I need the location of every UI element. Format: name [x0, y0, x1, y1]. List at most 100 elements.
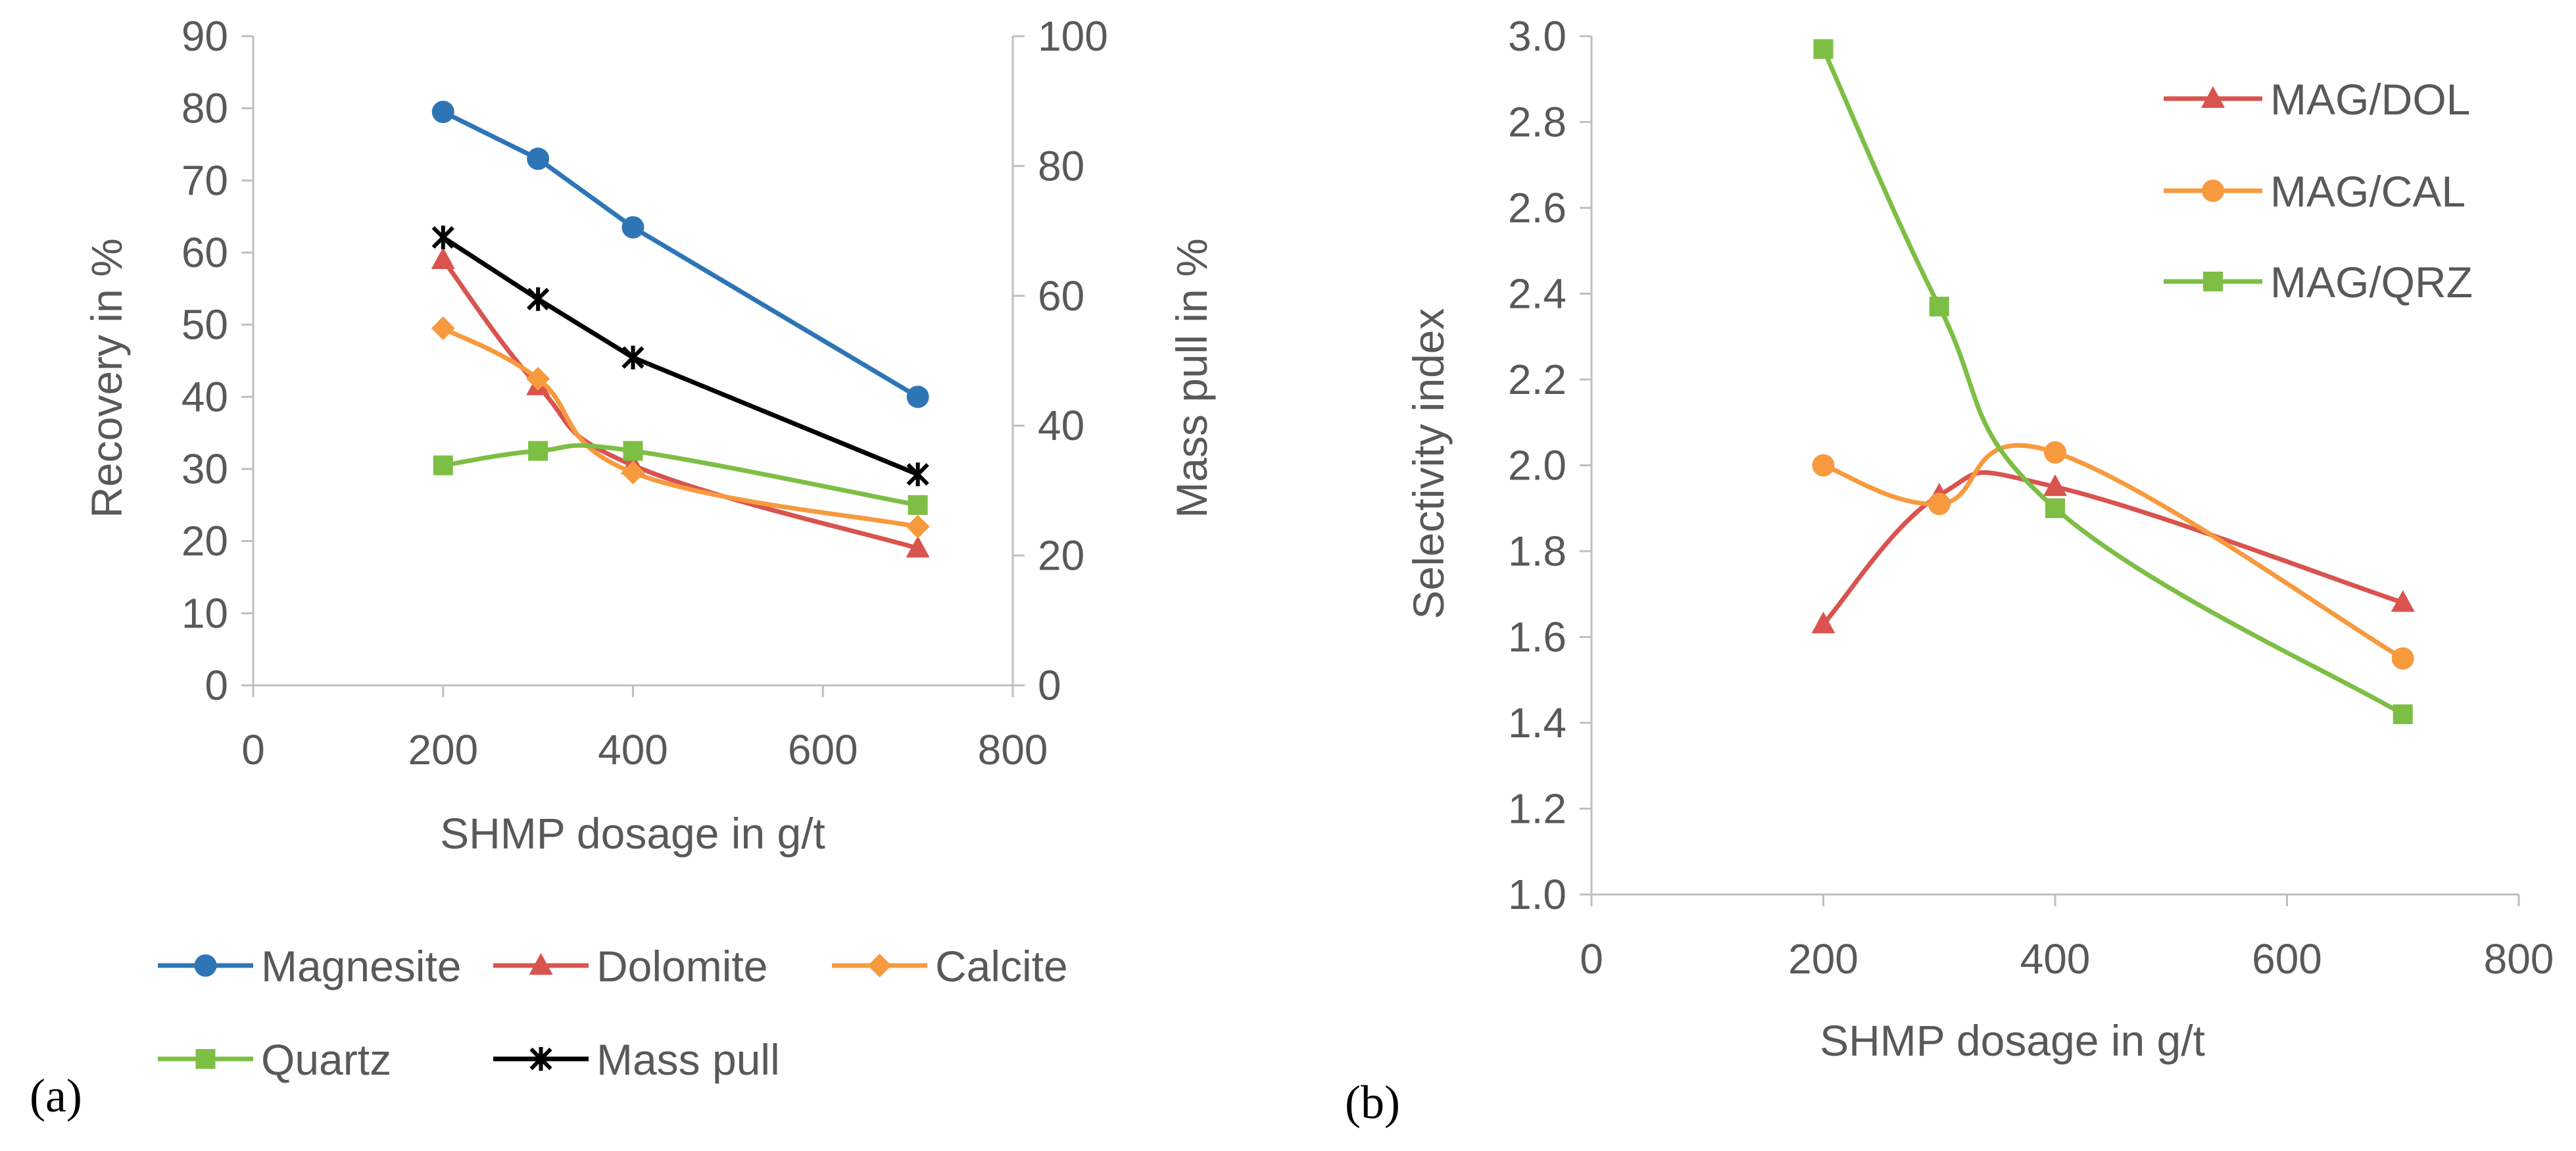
- data-point-mag-dol-700: [2391, 590, 2415, 612]
- y-tick-label-1-8: 1.8: [1508, 527, 1567, 575]
- data-point-quartz-400: [623, 441, 643, 461]
- chart-a-x-axis-label: SHMP dosage in g/t: [440, 809, 825, 858]
- x-tick-label-800: 800: [978, 726, 1048, 773]
- chart-a-axes: [241, 35, 1025, 697]
- data-point-quartz-200: [433, 455, 453, 476]
- data-point-mag-cal-700: [2391, 647, 2414, 670]
- data-point-mag-qrz-700: [2393, 704, 2413, 724]
- y-tick-label-1-4: 1.4: [1508, 699, 1567, 747]
- y-tick-label-1-0: 1.0: [1508, 871, 1567, 918]
- y-tick-label-10: 10: [182, 589, 228, 637]
- x-tick-label-0: 0: [241, 726, 265, 773]
- y-tick-label-20: 20: [182, 518, 228, 565]
- chart-a-y2-axis-label: Mass pull in %: [1167, 238, 1216, 518]
- chart-b-y-axis-label: Selectivity index: [1404, 308, 1453, 619]
- x-tick-label-600: 600: [788, 726, 858, 773]
- y-tick-label-1-6: 1.6: [1508, 614, 1567, 661]
- data-point-mag-cal-200: [1812, 454, 1835, 477]
- panel-a-label: (a): [30, 1069, 82, 1122]
- y-tick-label-30: 30: [182, 445, 228, 493]
- legend-label-calcite: Calcite: [935, 942, 1068, 991]
- data-point-quartz-300: [528, 441, 548, 461]
- data-point-mass-pull-400: [621, 345, 644, 370]
- data-point-mag-dol-200: [1811, 611, 1835, 633]
- y2-tick-label-80: 80: [1038, 142, 1084, 189]
- legend-label-mag-dol: MAG/DOL: [2270, 75, 2470, 124]
- data-point-dolomite-200: [431, 247, 455, 269]
- y-tick-label-3-0: 3.0: [1508, 12, 1567, 60]
- data-point-mass-pull-200: [431, 225, 454, 249]
- legend-swatch-marker-mag-cal: [2202, 180, 2224, 202]
- legend-swatch-marker-mag-qrz: [2203, 272, 2223, 291]
- legend-label-dolomite: Dolomite: [596, 942, 767, 991]
- series-line-mag-cal: [1822, 443, 2404, 661]
- y-tick-label-80: 80: [182, 85, 228, 132]
- data-point-mag-cal-400: [2044, 441, 2066, 464]
- chart-b-legend: MAG/DOL MAG/CAL MAG/QRZ: [2164, 75, 2473, 306]
- data-point-mag-dol-400: [2043, 474, 2067, 497]
- data-point-mag-qrz-200: [1813, 39, 1834, 59]
- y2-tick-label-60: 60: [1038, 272, 1084, 320]
- series-line-quartz: [443, 443, 919, 508]
- legend-swatch-marker-mass-pull: [529, 1047, 552, 1071]
- x-tick-label-400: 400: [598, 726, 668, 773]
- chart-a: 0 200 400 600 800 0 10 20 30 40 50 60 70 80 90 0 20 40 60 8…: [30, 12, 1216, 1122]
- data-point-dolomite-700: [906, 535, 930, 558]
- data-point-magnesite-400: [621, 216, 644, 239]
- y2-tick-label-20: 20: [1038, 532, 1084, 579]
- data-point-calcite-400: [621, 460, 645, 485]
- y-tick-label-2-8: 2.8: [1508, 99, 1567, 146]
- y-tick-label-2-2: 2.2: [1508, 356, 1567, 403]
- legend-swatch-marker-magnesite: [194, 954, 217, 977]
- chart-b-tick-labels: 0 200 400 600 800 1.0 1.2 1.4 1.6 1.8 2.0 2.2 2.4 2.6…: [1508, 12, 2554, 983]
- series-line-dolomite: [441, 258, 919, 551]
- legend-swatch-marker-mag-dol: [2201, 86, 2225, 108]
- series-line-mag-dol: [1821, 470, 2404, 626]
- x-tick-label-400: 400: [2020, 935, 2091, 983]
- chart-b-series: [1811, 39, 2415, 724]
- x-tick-label-200: 200: [1788, 935, 1859, 983]
- y-tick-label-90: 90: [182, 12, 228, 60]
- chart-a-legend: Magnesite Dolomite Calcite Quartz Mass pull: [158, 942, 1068, 1084]
- chart-a-tick-labels: 0 200 400 600 800 0 10 20 30 40 50 60 70 80 90 0 20 40 60 8…: [182, 12, 1108, 773]
- x-tick-label-200: 200: [408, 726, 478, 773]
- chart-a-y-axis-label: Recovery in %: [82, 238, 131, 518]
- x-tick-label-0: 0: [1580, 935, 1603, 983]
- y-tick-label-70: 70: [182, 157, 228, 204]
- data-point-magnesite-700: [906, 385, 929, 408]
- legend-label-mass-pull: Mass pull: [596, 1035, 780, 1084]
- data-point-mass-pull-300: [527, 287, 550, 311]
- data-point-quartz-700: [908, 495, 928, 515]
- data-point-calcite-200: [431, 316, 455, 341]
- series-line-mag-qrz: [1821, 48, 2404, 716]
- y-tick-label-0: 0: [205, 662, 228, 709]
- x-tick-label-600: 600: [2252, 935, 2322, 983]
- y-tick-label-40: 40: [182, 373, 228, 420]
- y2-tick-label-40: 40: [1038, 402, 1084, 449]
- panel-b-label: (b): [1345, 1076, 1400, 1129]
- series-line-calcite: [442, 326, 919, 529]
- legend-label-quartz: Quartz: [261, 1035, 391, 1084]
- legend-label-magnesite: Magnesite: [261, 942, 462, 991]
- y2-tick-label-0: 0: [1038, 662, 1061, 709]
- legend-swatch-marker-calcite: [867, 954, 892, 977]
- y-tick-label-60: 60: [182, 229, 228, 276]
- legend-label-mag-qrz: MAG/QRZ: [2270, 258, 2473, 306]
- x-tick-label-800: 800: [2484, 935, 2554, 983]
- data-point-mass-pull-700: [906, 462, 929, 487]
- data-point-mag-cal-300: [1928, 493, 1951, 516]
- data-point-calcite-300: [526, 366, 550, 391]
- y2-tick-label-100: 100: [1038, 12, 1108, 60]
- data-point-mag-qrz-400: [2045, 498, 2065, 518]
- chart-b-x-axis-label: SHMP dosage in g/t: [1820, 1016, 2205, 1065]
- legend-swatch-marker-quartz: [195, 1049, 216, 1069]
- y-tick-label-50: 50: [182, 301, 228, 349]
- data-point-magnesite-200: [431, 101, 454, 124]
- legend-label-mag-cal: MAG/CAL: [2270, 167, 2466, 216]
- chart-a-series: [431, 101, 930, 558]
- legend-swatch-marker-dolomite: [529, 953, 553, 975]
- chart-b-axes: [1580, 35, 2520, 906]
- chart-b: 0 200 400 600 800 1.0 1.2 1.4 1.6 1.8 2.0 2.2 2.4 2.6…: [1345, 12, 2554, 1129]
- y-tick-label-2-0: 2.0: [1508, 442, 1567, 489]
